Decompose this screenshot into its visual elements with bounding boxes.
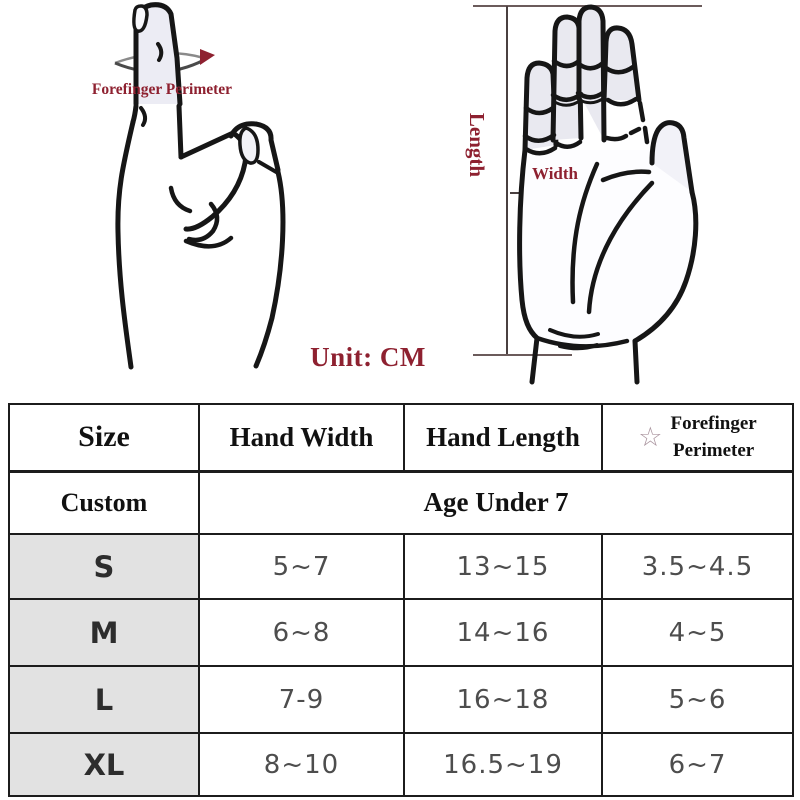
thumb-nail xyxy=(238,126,260,165)
star-icon: ☆ xyxy=(638,421,663,452)
hand-width-cell: 7-9 xyxy=(198,665,405,734)
knuckle-creases xyxy=(522,58,642,156)
header-hand-width: Hand Width xyxy=(198,403,405,473)
pointing-hand-outline xyxy=(115,2,286,370)
size-cell: M xyxy=(8,598,200,667)
size-cell: XL xyxy=(8,732,200,797)
size-cell: S xyxy=(8,533,200,600)
header-forefinger-line2: Perimeter xyxy=(672,440,755,462)
hand-width-cell: 6~8 xyxy=(198,598,405,667)
size-table: Size Hand Width Hand Length ☆ Forefinger… xyxy=(8,403,794,797)
table-row-m: M 6~8 14~16 4~5 xyxy=(8,598,794,667)
custom-row: Custom Age Under 7 xyxy=(8,470,794,535)
width-label: Width xyxy=(532,164,579,183)
header-size: Size xyxy=(8,403,200,473)
forefinger-hand-illustration: Forefinger Perimeter xyxy=(92,2,286,370)
header-forefinger-line1: Forefinger xyxy=(670,412,757,434)
table-row-l: L 7-9 16~18 5~6 xyxy=(8,665,794,734)
hand-length-cell: 16.5~19 xyxy=(403,732,603,797)
header-hand-length: Hand Length xyxy=(403,403,603,473)
custom-label-cell: Custom xyxy=(8,470,200,535)
hand-width-cell: 5~7 xyxy=(198,533,405,600)
header-forefinger-perimeter: ☆ Forefinger Perimeter xyxy=(601,403,794,473)
size-cell: L xyxy=(8,665,200,734)
illustration-area: Forefinger Perimeter xyxy=(92,2,702,385)
table-header-row: Size Hand Width Hand Length ☆ Forefinger… xyxy=(8,403,794,473)
length-label: Length xyxy=(465,113,489,178)
hand-width-cell: 8~10 xyxy=(198,732,405,797)
hand-length-cell: 16~18 xyxy=(403,665,603,734)
table-row-xl: XL 8~10 16.5~19 6~7 xyxy=(8,732,794,797)
hand-length-cell: 13~15 xyxy=(403,533,603,600)
perimeter-arrowhead-icon xyxy=(200,49,215,65)
table-row-s: S 5~7 13~15 3.5~4.5 xyxy=(8,533,794,600)
forefinger-perimeter-cell: 4~5 xyxy=(601,598,794,667)
hand-length-cell: 14~16 xyxy=(403,598,603,667)
forefinger-perimeter-cell: 5~6 xyxy=(601,665,794,734)
palm-hand-outline xyxy=(517,4,699,385)
palm-creases xyxy=(548,161,655,351)
custom-value-cell: Age Under 7 xyxy=(198,470,794,535)
forefinger-perimeter-label: Forefinger Perimeter xyxy=(92,81,232,98)
index-nail xyxy=(132,4,149,33)
unit-label: Unit: CM xyxy=(310,342,426,372)
palm-hand-illustration: Length Width xyxy=(465,4,702,385)
forefinger-perimeter-cell: 6~7 xyxy=(601,732,794,797)
forefinger-perimeter-cell: 3.5~4.5 xyxy=(601,533,794,600)
